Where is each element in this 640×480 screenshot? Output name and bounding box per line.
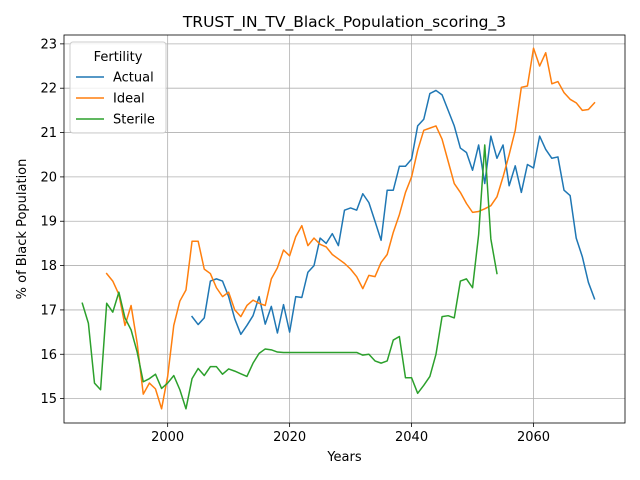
x-tick-label: 2020 bbox=[273, 430, 306, 445]
y-axis-label: % of Black Population bbox=[15, 159, 30, 300]
x-axis-label: Years bbox=[326, 450, 362, 465]
legend-label-sterile: Sterile bbox=[113, 113, 155, 128]
grid bbox=[64, 35, 625, 423]
series-line-sterile bbox=[81, 144, 498, 410]
chart-title: TRUST_IN_TV_Black_Population_scoring_3 bbox=[182, 13, 506, 32]
y-tick-label: 20 bbox=[40, 170, 57, 185]
series-line-actual bbox=[190, 89, 596, 336]
y-axis-ticks: 15 16 17 18 19 20 21 22 23 bbox=[40, 37, 64, 407]
x-tick-label: 2060 bbox=[517, 430, 550, 445]
legend-label-ideal: Ideal bbox=[113, 92, 145, 107]
series-layer bbox=[81, 47, 596, 410]
legend-title: Fertility bbox=[94, 50, 143, 65]
y-tick-label: 15 bbox=[40, 392, 57, 407]
y-tick-label: 18 bbox=[40, 259, 57, 274]
legend: Fertility Actual Ideal Sterile bbox=[69, 41, 167, 134]
legend-label-actual: Actual bbox=[113, 71, 154, 86]
y-tick-label: 21 bbox=[40, 126, 57, 141]
series-line-ideal bbox=[105, 47, 596, 410]
y-tick-label: 17 bbox=[40, 303, 57, 318]
y-tick-label: 22 bbox=[40, 82, 57, 97]
y-tick-label: 16 bbox=[40, 348, 57, 363]
x-tick-label: 2040 bbox=[395, 430, 428, 445]
legend-box bbox=[69, 41, 167, 134]
plot-frame bbox=[63, 34, 626, 424]
x-axis-ticks: 2000 2020 2040 2060 bbox=[151, 423, 550, 445]
y-tick-label: 23 bbox=[40, 37, 57, 52]
y-tick-label: 19 bbox=[40, 215, 57, 230]
x-tick-label: 2000 bbox=[151, 430, 184, 445]
